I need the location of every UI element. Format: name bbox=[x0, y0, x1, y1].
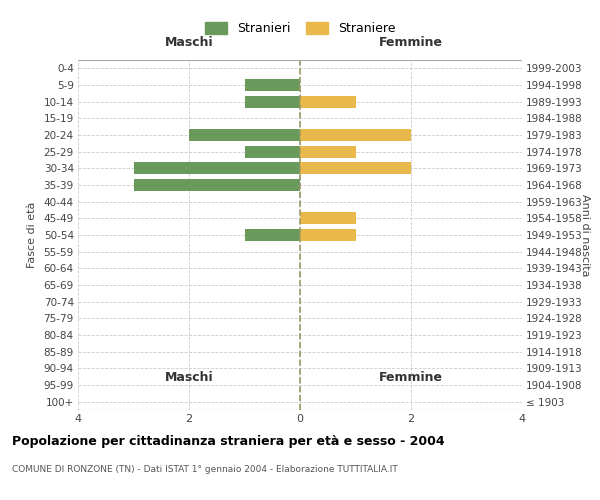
Text: Femmine: Femmine bbox=[379, 372, 443, 384]
Bar bbox=[300, 162, 411, 174]
Bar bbox=[245, 96, 300, 108]
Text: Maschi: Maschi bbox=[164, 36, 214, 50]
Bar bbox=[300, 96, 355, 108]
Bar bbox=[245, 146, 300, 158]
Bar bbox=[245, 79, 300, 91]
Bar bbox=[300, 212, 355, 224]
Text: Femmine: Femmine bbox=[379, 36, 443, 50]
Text: Maschi: Maschi bbox=[164, 372, 214, 384]
Text: COMUNE DI RONZONE (TN) - Dati ISTAT 1° gennaio 2004 - Elaborazione TUTTITALIA.IT: COMUNE DI RONZONE (TN) - Dati ISTAT 1° g… bbox=[12, 465, 398, 474]
Bar bbox=[300, 129, 411, 141]
Bar bbox=[245, 229, 300, 241]
Bar bbox=[300, 229, 355, 241]
Y-axis label: Fasce di età: Fasce di età bbox=[26, 202, 37, 268]
Text: Popolazione per cittadinanza straniera per età e sesso - 2004: Popolazione per cittadinanza straniera p… bbox=[12, 435, 445, 448]
Bar bbox=[300, 146, 355, 158]
Y-axis label: Anni di nascita: Anni di nascita bbox=[580, 194, 590, 276]
Legend: Stranieri, Straniere: Stranieri, Straniere bbox=[199, 17, 401, 40]
Bar bbox=[189, 129, 300, 141]
Bar bbox=[133, 162, 300, 174]
Bar bbox=[133, 179, 300, 191]
